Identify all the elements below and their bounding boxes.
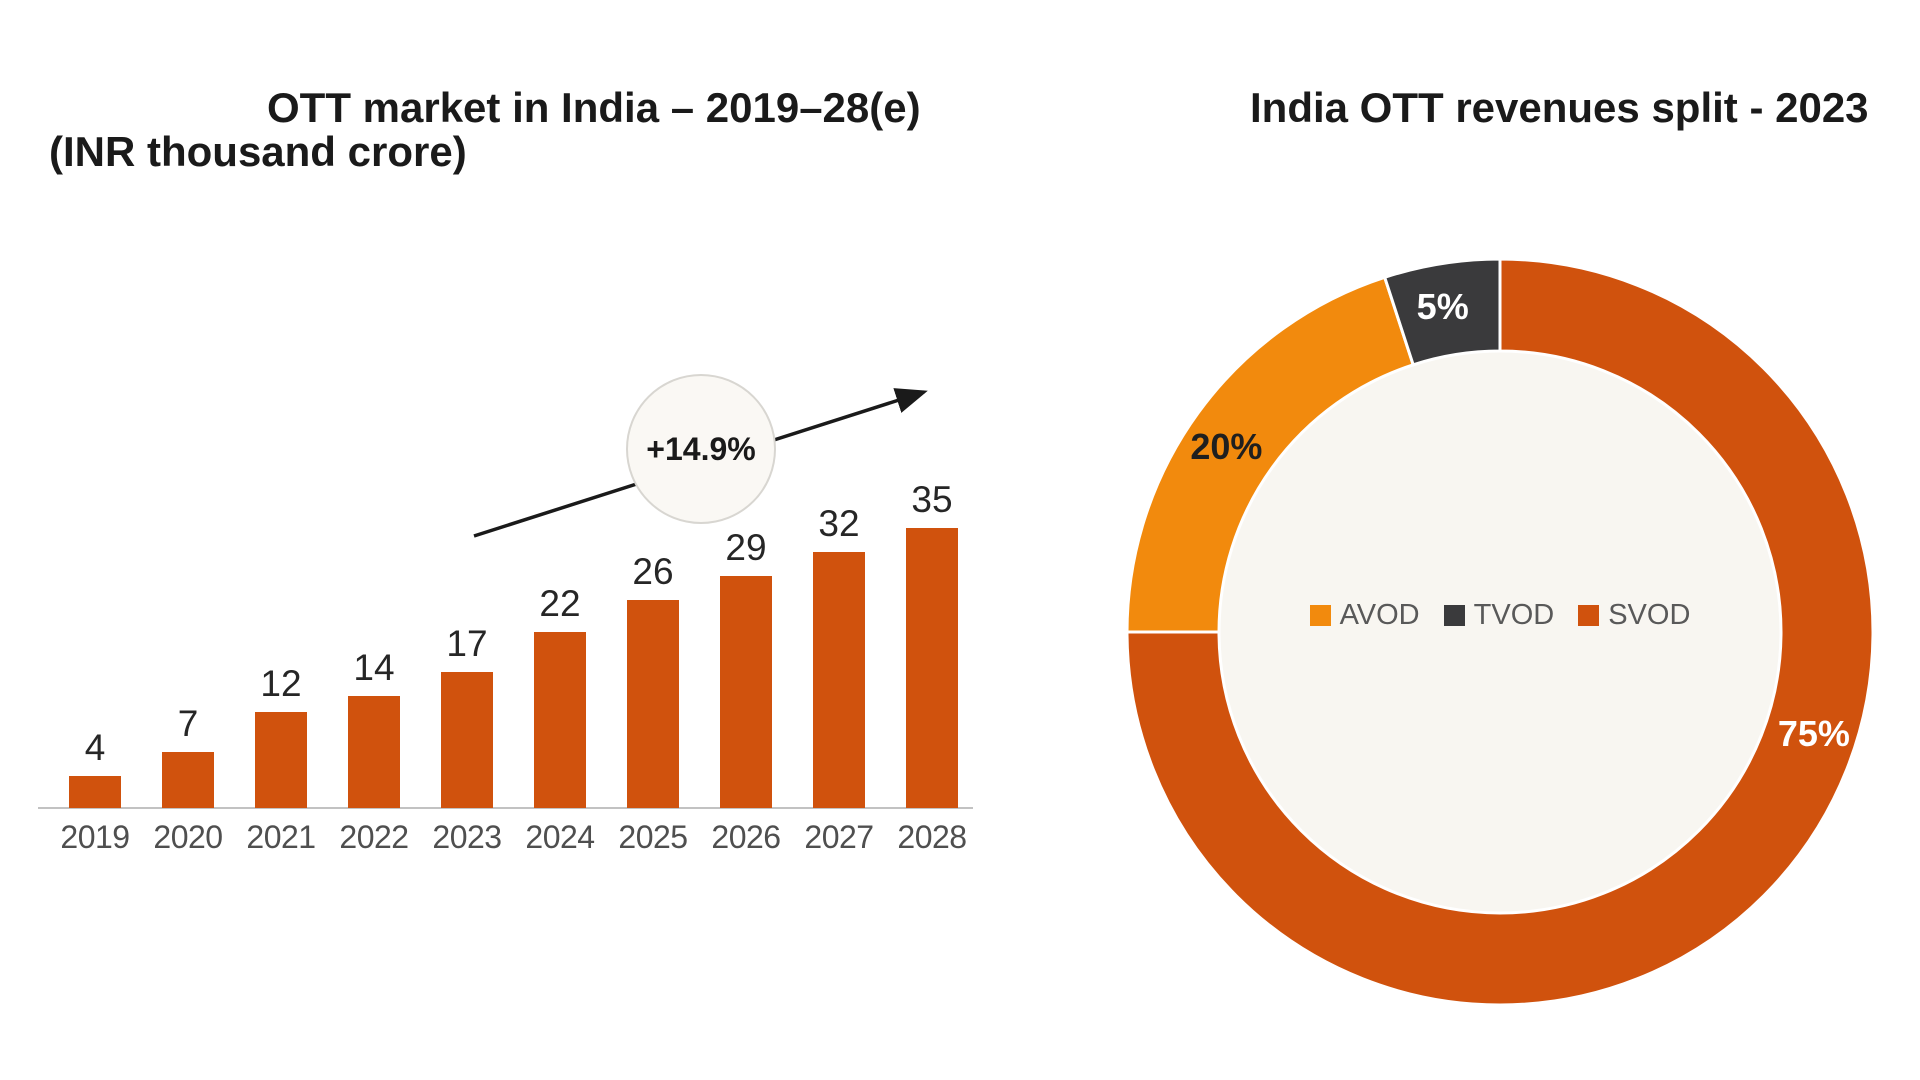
axis-label-2021: 2021 [246, 819, 316, 855]
legend-label-svod: SVOD [1608, 599, 1691, 631]
bar-value-2020: 7 [177, 703, 199, 744]
axis-label-2028: 2028 [897, 819, 967, 855]
bar-2026 [720, 576, 772, 808]
axis-label-2026: 2026 [711, 819, 781, 855]
axis-label-2022: 2022 [339, 819, 409, 855]
bar-2019 [69, 776, 121, 808]
bar-value-2022: 14 [353, 647, 395, 688]
donut-hole [1220, 352, 1780, 912]
donut-label-avod: 20% [1190, 426, 1263, 468]
bar-2027 [813, 552, 865, 808]
donut-slice-tvod [1382, 257, 1502, 367]
legend-swatch-avod-icon [1309, 604, 1331, 626]
bar-2021 [255, 712, 307, 808]
bar-chart-title-line2: (INR thousand crore) [49, 128, 467, 175]
axis-label-2025: 2025 [618, 819, 688, 855]
donut-legend: AVOD TVOD SVOD [1124, 599, 1876, 631]
legend-swatch-tvod-icon [1443, 604, 1465, 626]
legend-item-avod: AVOD [1309, 599, 1420, 631]
bar-2022 [348, 696, 400, 808]
cagr-value: +14.9% [646, 430, 756, 467]
donut-slice-svod [1125, 257, 1875, 1007]
bar-2020 [162, 752, 214, 808]
axis-label-2020: 2020 [153, 819, 223, 855]
bar-2024 [534, 632, 586, 808]
axis-label-2024: 2024 [525, 819, 595, 855]
bar-2023 [441, 672, 493, 808]
bar-value-2024: 22 [539, 583, 581, 624]
axis-label-2027: 2027 [804, 819, 874, 855]
legend-label-avod: AVOD [1339, 599, 1420, 631]
donut-label-svod: 75% [1777, 712, 1850, 754]
axis-label-2019: 2019 [60, 819, 130, 855]
axis-label-2023: 2023 [432, 819, 502, 855]
bar-value-2025: 26 [632, 551, 674, 592]
donut-label-tvod: 5% [1416, 286, 1469, 327]
legend-item-svod: SVOD [1578, 599, 1690, 631]
donut-ring [1125, 257, 1875, 1007]
bar-value-2023: 17 [446, 623, 488, 664]
bar-chart-title-line1: OTT market in India – 2019–28(e) [267, 84, 921, 131]
donut-chart-title: India OTT revenues split - 2023 [1250, 84, 1869, 131]
x-axis-line [38, 807, 973, 809]
legend-swatch-svod-icon [1578, 604, 1600, 626]
bar-value-2021: 12 [260, 663, 302, 704]
bar-2025 [627, 600, 679, 808]
cagr-badge: +14.9% [626, 374, 776, 524]
legend-item-tvod: TVOD [1443, 599, 1555, 631]
bar-value-2027: 32 [818, 503, 860, 544]
bar-value-2026: 29 [725, 527, 767, 568]
bar-value-2019: 4 [84, 727, 106, 768]
legend-label-tvod: TVOD [1473, 599, 1555, 631]
bar-2028 [906, 528, 958, 808]
bar-value-2028: 35 [911, 479, 953, 520]
